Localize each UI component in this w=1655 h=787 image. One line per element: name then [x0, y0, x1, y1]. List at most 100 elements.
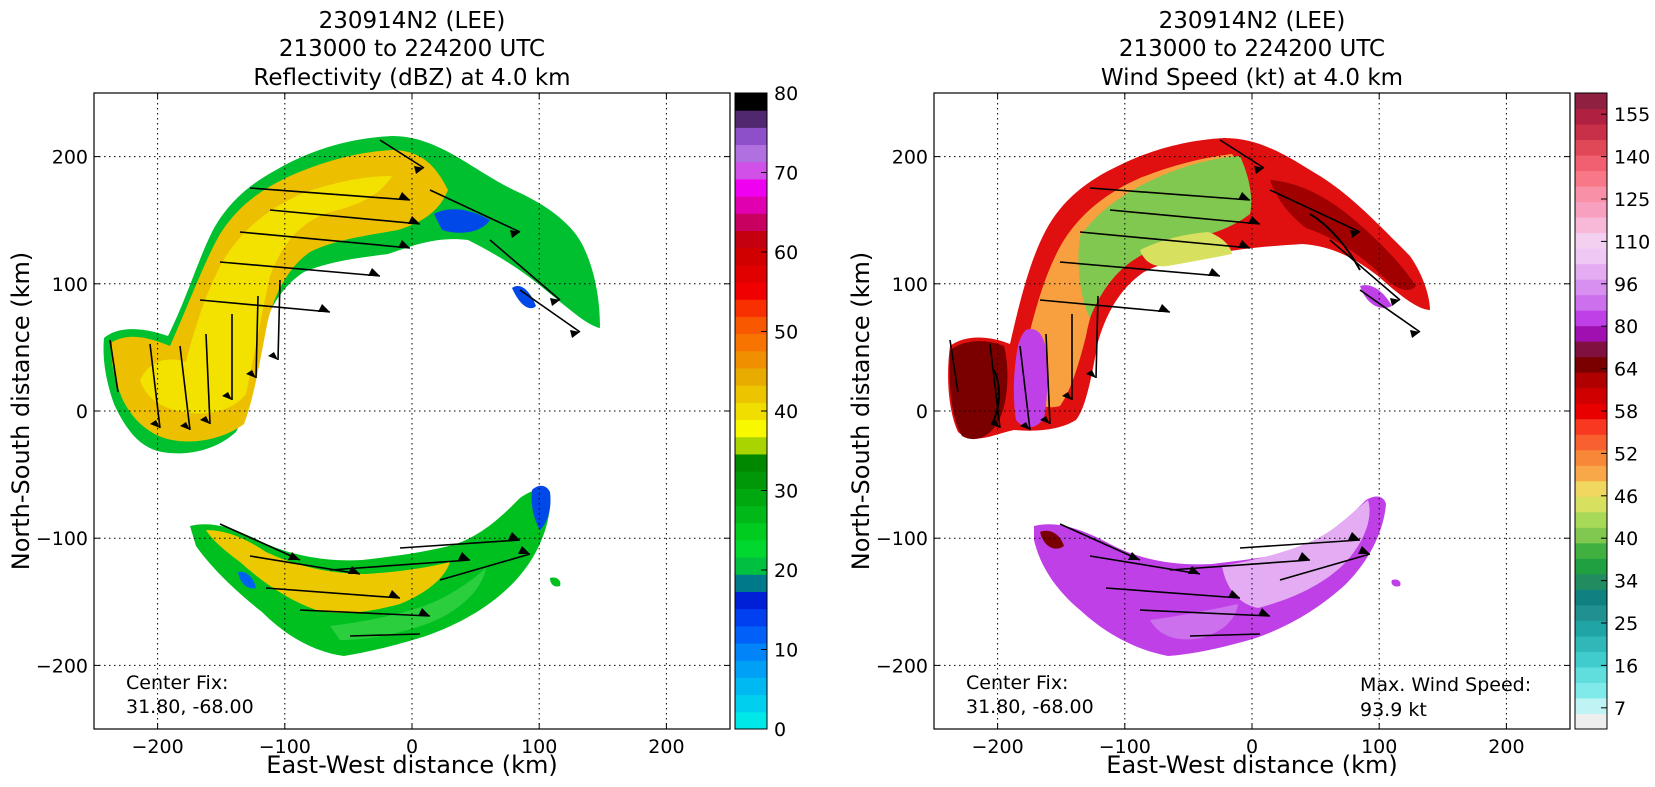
- colorbar-segment: [735, 608, 767, 627]
- colorbar-tick-label: 10: [774, 640, 798, 662]
- colorbar-tick-label: 64: [1614, 359, 1638, 381]
- colorbar-segment: [735, 178, 767, 197]
- colorbar-segment: [735, 230, 767, 249]
- rainband-north-blue-patch: [434, 209, 490, 233]
- colorbar-tick-label: 125: [1614, 189, 1650, 211]
- y-axis-label: North-South distance (km): [847, 252, 875, 571]
- colorbar-segment: [735, 453, 767, 472]
- colorbar-segment: [1575, 635, 1607, 652]
- reflectivity-axis-ticks: −200 −100 0 100 200 −200 −100 0 100 200: [36, 93, 730, 758]
- colorbar-segment: [735, 539, 767, 558]
- colorbar-tick-label: 50: [774, 322, 798, 344]
- wind-speed-panel: 230914N2 (LEE) 213000 to 224200 UTC Wind…: [847, 8, 1650, 779]
- colorbar-segment: [1575, 310, 1607, 327]
- colorbar-tick-label: 40: [1614, 528, 1638, 550]
- annotation-center-fix-label: Center Fix:: [126, 672, 228, 694]
- colorbar-segment: [735, 127, 767, 146]
- reflectivity-grid: [94, 93, 730, 729]
- x-tick-label: 100: [1361, 736, 1397, 758]
- colorbar-segment: [735, 471, 767, 489]
- colorbar-segment: [735, 522, 767, 541]
- chart-title-line-2: 213000 to 224200 UTC: [1119, 36, 1385, 62]
- colorbar-segment: [735, 350, 767, 369]
- colorbar-tick-label: 60: [774, 242, 798, 264]
- colorbar-tick-label: 0: [774, 719, 786, 741]
- wind-barb-shaft: [949, 139, 1421, 637]
- wind-speed-colorbar: 7 16 25 34 40 46 52 58 64 80 96 110 125 140 155: [1574, 92, 1650, 730]
- colorbar-segment: [1575, 542, 1607, 559]
- annotation-center-fix-value: 31.80, -68.00: [126, 696, 254, 718]
- colorbar-segment: [1575, 325, 1607, 342]
- colorbar-segment: [1575, 155, 1607, 172]
- colorbar-segment: [735, 385, 767, 403]
- colorbar-segment: [1575, 108, 1607, 125]
- rainband-south-light-green: [330, 568, 486, 640]
- y-tick-label: 0: [916, 401, 928, 423]
- x-tick-label: 100: [521, 736, 557, 758]
- chart-title-line-2: 213000 to 224200 UTC: [279, 36, 545, 62]
- colorbar-segment: [1575, 511, 1607, 528]
- colorbar-tick-label: 46: [1614, 486, 1638, 508]
- colorbar-segment: [735, 316, 767, 335]
- rainband-north-highlight: [140, 176, 392, 414]
- y-tick-label: −100: [36, 528, 88, 550]
- chart-title-line-1: 230914N2 (LEE): [1159, 8, 1346, 34]
- colorbar-tick-label: 155: [1614, 104, 1650, 126]
- colorbar-segment: [1575, 279, 1607, 296]
- y-tick-label: 200: [52, 147, 88, 169]
- colorbar-segment: [1575, 449, 1607, 466]
- windband-south-outer: [1034, 496, 1386, 656]
- colorbar-segment: [735, 436, 767, 455]
- wind-speed-grid: [934, 93, 1570, 729]
- colorbar-tick-label: 25: [1614, 613, 1638, 635]
- colorbar-segment: [1575, 294, 1607, 311]
- y-tick-label: −200: [876, 655, 928, 677]
- colorbar-segment: [735, 264, 767, 283]
- rainband-south-outer: [190, 489, 551, 656]
- x-axis-label: East-West distance (km): [1106, 751, 1397, 779]
- colorbar-segment: [735, 144, 767, 163]
- colorbar-segment: [1575, 713, 1607, 730]
- annotation-max-wind-label: Max. Wind Speed:: [1360, 674, 1531, 696]
- colorbar-segment: [1575, 201, 1607, 218]
- colorbar-tick-label: 96: [1614, 274, 1638, 296]
- x-tick-label: 0: [406, 736, 418, 758]
- chart-title-line-3: Wind Speed (kt) at 4.0 km: [1101, 65, 1403, 91]
- colorbar-segment: [735, 591, 767, 610]
- reflectivity-field: [103, 136, 601, 656]
- y-tick-label: 100: [892, 274, 928, 296]
- colorbar-segment: [735, 196, 767, 214]
- annotation-max-wind-value: 93.9 kt: [1360, 699, 1427, 721]
- colorbar-segment: [1575, 666, 1607, 683]
- colorbar-segment: [735, 488, 767, 507]
- colorbar-segment: [735, 93, 767, 111]
- colorbar-segment: [735, 213, 767, 232]
- colorbar-segment: [1575, 697, 1607, 714]
- colorbar-segment: [1575, 186, 1607, 203]
- x-axis-label: East-West distance (km): [266, 751, 557, 779]
- reflectivity-plot-area: −200 −100 0 100 200 −200 −100 0 100 200: [36, 92, 731, 758]
- colorbar-tick-label: 70: [774, 163, 798, 185]
- rainband-south-core: [206, 530, 450, 613]
- colorbar-segment: [735, 247, 767, 266]
- colorbar-segment: [1575, 418, 1607, 435]
- colorbar-segment: [1575, 573, 1607, 590]
- colorbar-segment: [1575, 263, 1607, 280]
- colorbar-segment: [735, 660, 767, 678]
- colorbar-segment: [735, 110, 767, 128]
- y-tick-label: 200: [892, 147, 928, 169]
- colorbar-segment: [1575, 356, 1607, 373]
- colorbar-tick-label: 80: [1614, 316, 1638, 338]
- colorbar-tick-label: 34: [1614, 571, 1638, 593]
- colorbar-segment: [1575, 558, 1607, 575]
- colorbar-segment: [735, 557, 767, 575]
- wind-barbs: [949, 139, 1421, 637]
- colorbar-segment: [1575, 372, 1607, 389]
- colorbar-segment: [1575, 387, 1607, 404]
- colorbar-segment: [1575, 434, 1607, 451]
- colorbar-segment: [735, 677, 767, 696]
- rainband-south-west-blue-patch: [238, 571, 256, 589]
- colorbar-segment: [1575, 170, 1607, 187]
- colorbar-tick-label: 16: [1614, 655, 1638, 677]
- annotation-center-fix-label: Center Fix:: [966, 672, 1068, 694]
